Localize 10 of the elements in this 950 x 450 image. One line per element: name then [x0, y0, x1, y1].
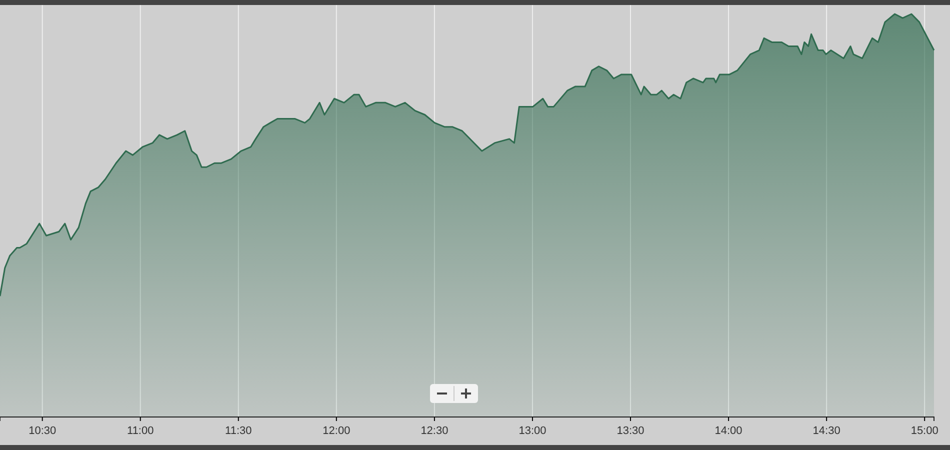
x-tick-label: 14:30 — [812, 424, 840, 437]
x-tick-label: 12:30 — [420, 424, 448, 437]
x-tick-label: 11:30 — [225, 424, 252, 437]
x-tick-label: 14:00 — [714, 424, 742, 437]
x-tick-label: 13:00 — [518, 424, 546, 437]
x-tick-label: 12:00 — [322, 424, 350, 437]
x-tick-label: 13:30 — [616, 424, 644, 437]
x-tick-label: 15:00 — [910, 424, 938, 437]
x-tick-label: 10:30 — [28, 424, 56, 437]
x-tick-label: 11:00 — [127, 424, 154, 437]
